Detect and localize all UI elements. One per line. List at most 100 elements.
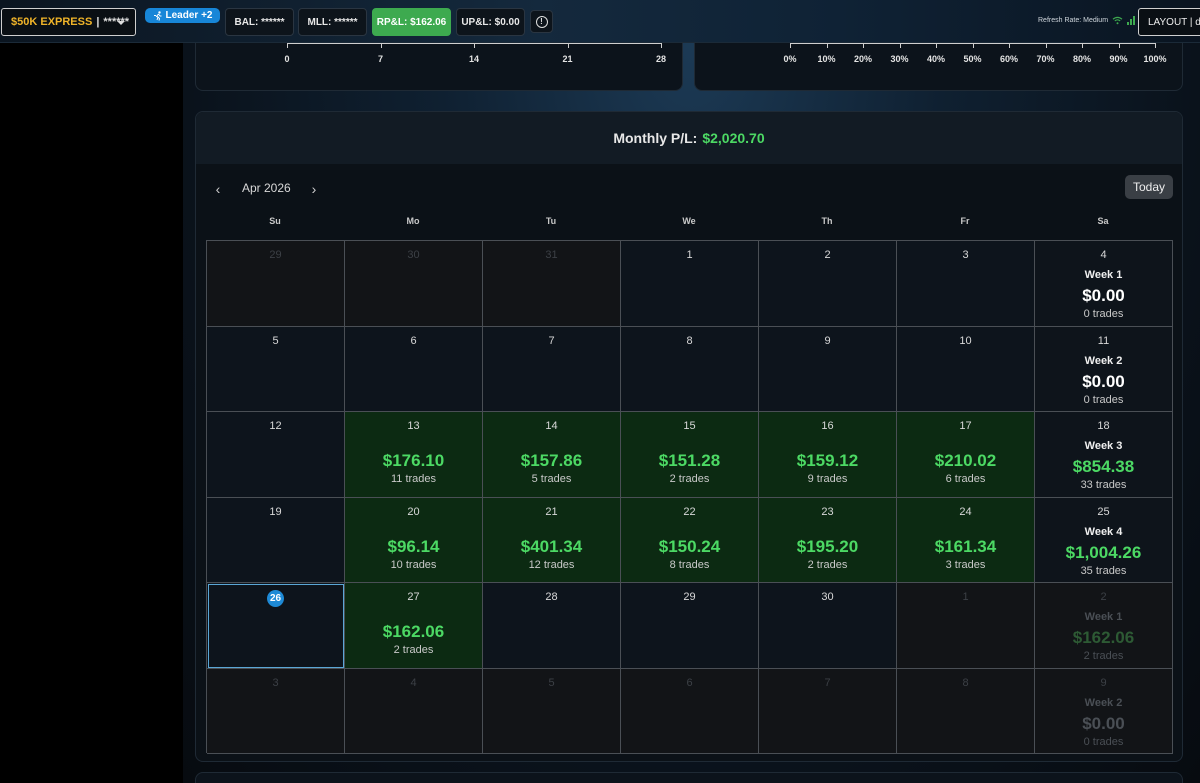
day-pnl: $150.24	[658, 536, 721, 556]
calendar-grid: 29 30 31 1 2 3 4 Week 1 $0.00 0 trades 5 6 7 8 9 10 11 We…	[206, 240, 1173, 754]
day-pnl: $157.86	[520, 451, 583, 470]
calendar-day-cell[interactable]: 8	[621, 326, 759, 412]
week-summary-cell[interactable]: 9 Week 2 $0.00 0 trades	[1035, 668, 1173, 754]
day-trade-count: 8 trades	[669, 558, 710, 571]
week-trade-count: 35 trades	[1080, 564, 1127, 577]
calendar-day-cell[interactable]: 16 $159.12 9 trades	[759, 412, 897, 498]
calendar-day-cell[interactable]: 1	[897, 583, 1035, 669]
calendar-day-cell[interactable]: 22 $150.24 8 trades	[621, 497, 759, 583]
week-trade-count: 2 trades	[1083, 650, 1124, 662]
chevron-right-icon[interactable]: ›	[311, 181, 317, 197]
day-number: 3	[962, 249, 969, 261]
balance-pill[interactable]: BAL: ******	[225, 8, 294, 36]
calendar-day-cell[interactable]: 9	[759, 326, 897, 412]
axis-tick-label: 14	[468, 54, 480, 64]
account-number-masked: ******	[103, 16, 130, 28]
day-number: 7	[548, 334, 555, 347]
calendar-day-cell[interactable]: 30	[345, 241, 483, 327]
calendar-day-cell[interactable]: 3	[207, 668, 345, 754]
calendar-day-cell[interactable]: 30	[759, 583, 897, 669]
calendar-day-cell[interactable]: 7	[483, 326, 621, 412]
chevron-left-icon[interactable]: ‹	[215, 181, 221, 197]
day-number: 23	[821, 505, 834, 518]
calendar-day-cell[interactable]: 8	[897, 668, 1035, 754]
calendar-day-cell[interactable]: 5	[207, 326, 345, 412]
day-number: 5	[272, 334, 279, 347]
calendar-day-cell[interactable]: 20 $96.14 10 trades	[345, 497, 483, 583]
day-number: 2	[1100, 591, 1107, 603]
calendar-day-cell[interactable]: 14 $157.86 5 trades	[483, 412, 621, 498]
week-summary-cell[interactable]: 18 Week 3 $854.38 33 trades	[1035, 412, 1173, 498]
day-number: 28	[545, 591, 558, 603]
runner-icon	[153, 10, 161, 21]
axis-tick	[474, 43, 475, 48]
day-number: 14	[545, 420, 558, 432]
week-trade-count: 0 trades	[1083, 308, 1124, 320]
leader-badge[interactable]: Leader +2	[145, 8, 220, 23]
axis-tick-label: 21	[562, 54, 573, 64]
day-trade-count: 11 trades	[390, 473, 437, 485]
week-pnl: $854.38	[1072, 457, 1135, 476]
calendar-day-cell[interactable]: 28	[483, 583, 621, 669]
calendar-day-cell[interactable]: 17 $210.02 6 trades	[897, 412, 1035, 498]
week-summary-cell[interactable]: 11 Week 2 $0.00 0 trades	[1035, 326, 1173, 412]
day-trade-count: 6 trades	[945, 473, 986, 485]
chevron-down-icon	[117, 21, 125, 25]
day-number: 4	[410, 676, 417, 689]
calendar-day-cell[interactable]: 4	[345, 668, 483, 754]
axis-tick	[380, 43, 382, 48]
calendar-day-cell[interactable]: 29	[621, 583, 759, 669]
week-summary-cell[interactable]: 4 Week 1 $0.00 0 trades	[1035, 241, 1173, 327]
calendar-day-cell[interactable]: 6	[621, 668, 759, 754]
calendar-day-cell[interactable]: 24 $161.34 3 trades	[897, 497, 1035, 583]
calendar-day-cell[interactable]: 27 $162.06 2 trades	[345, 583, 483, 669]
calendar-day-cell[interactable]: 6	[345, 326, 483, 412]
calendar-day-cell[interactable]: 29	[207, 241, 345, 327]
calendar-day-cell[interactable]: 2	[759, 241, 897, 327]
calendar-day-cell[interactable]: 31	[483, 241, 621, 327]
day-number: 22	[683, 505, 696, 518]
axis-tick	[972, 43, 974, 48]
calendar-day-cell[interactable]: 7	[759, 668, 897, 754]
realized-pnl-pill[interactable]: RP&L: $162.06	[372, 8, 451, 36]
day-pnl: $195.20	[796, 536, 859, 556]
calendar-day-cell[interactable]: 21 $401.34 12 trades	[483, 497, 621, 583]
axis-tick-label: 7	[377, 54, 384, 64]
day-number: 7	[824, 676, 831, 689]
week-summary-cell[interactable]: 2 Week 1 $162.06 2 trades	[1035, 583, 1173, 669]
info-icon: !	[535, 15, 548, 28]
calendar-day-cell[interactable]: 5	[483, 668, 621, 754]
day-number: 25	[1097, 505, 1110, 518]
day-number: 29	[269, 249, 282, 261]
day-pnl: $401.34	[520, 536, 583, 556]
refresh-rate-indicator[interactable]: Refresh Rate: Medium	[1038, 16, 1136, 25]
calendar-day-cell[interactable]: 3	[897, 241, 1035, 327]
calendar-day-cell[interactable]: 12	[207, 412, 345, 498]
mll-pill[interactable]: MLL: ******	[298, 8, 367, 36]
week-pnl: $0.00	[1082, 713, 1125, 733]
layout-selector[interactable]: LAYOUT | default	[1138, 8, 1200, 36]
trades-chart-panel: 0 7 14 21 28	[195, 43, 683, 91]
monthly-pnl-header: Monthly P/L: $2,020.70	[196, 112, 1182, 164]
calendar-day-cell[interactable]: 19	[207, 497, 345, 583]
info-button[interactable]: !	[530, 10, 553, 33]
week-summary-cell[interactable]: 25 Week 4 $1,004.26 35 trades	[1035, 497, 1173, 583]
calendar-day-cell[interactable]: 1	[621, 241, 759, 327]
week-trade-count: 0 trades	[1083, 735, 1124, 748]
day-number: 29	[683, 591, 696, 603]
calendar-day-cell[interactable]: 23 $195.20 2 trades	[759, 497, 897, 583]
weekday-label: Fr	[960, 216, 970, 226]
calendar-day-cell[interactable]: 13 $176.10 11 trades	[345, 412, 483, 498]
today-button[interactable]: Today	[1125, 175, 1173, 199]
week-label: Week 2	[1084, 354, 1123, 367]
day-number: 27	[407, 591, 420, 603]
calendar-day-cell[interactable]: 10	[897, 326, 1035, 412]
day-trade-count: 2 trades	[393, 644, 434, 656]
axis-tick-label: 0	[284, 54, 290, 64]
account-selector[interactable]: $50K EXPRESS | ******	[1, 8, 136, 36]
unrealized-pnl-pill[interactable]: UP&L: $0.00	[456, 8, 525, 36]
calendar-day-cell[interactable]: 26	[207, 583, 345, 669]
week-label: Week 2	[1084, 696, 1123, 709]
calendar-day-cell[interactable]: 15 $151.28 2 trades	[621, 412, 759, 498]
axis-tick-label: 100%	[1143, 54, 1167, 64]
